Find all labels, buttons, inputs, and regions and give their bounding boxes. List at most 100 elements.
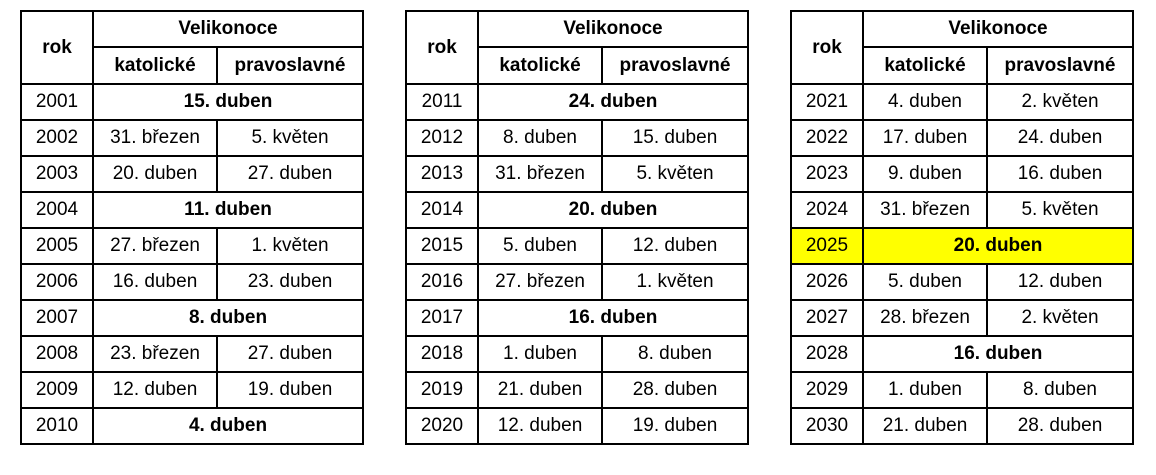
year-cell: 2020 <box>405 407 479 445</box>
year-cell: 2029 <box>790 371 864 409</box>
orthodox-date-cell: 5. květen <box>601 155 749 193</box>
catholic-date-cell: 16. duben <box>92 263 218 301</box>
header-orthodox: pravoslavné <box>601 46 749 85</box>
table-row: 2027 28. březen 2. květen <box>790 299 1134 337</box>
common-date-cell: 16. duben <box>477 299 749 337</box>
year-cell: 2004 <box>20 191 94 229</box>
year-cell: 2015 <box>405 227 479 265</box>
table-row: 2021 4. duben 2. květen <box>790 83 1134 121</box>
catholic-date-cell: 5. duben <box>862 263 988 301</box>
table-row: 2028 16. duben <box>790 335 1134 373</box>
orthodox-date-cell: 8. duben <box>601 335 749 373</box>
year-cell: 2018 <box>405 335 479 373</box>
table-row: 2018 1. duben 8. duben <box>405 335 749 373</box>
catholic-date-cell: 28. březen <box>862 299 988 337</box>
common-date-cell: 24. duben <box>477 83 749 121</box>
easter-table-2021-2030: rok Velikonoce katolické pravoslavné 202… <box>790 10 1134 445</box>
orthodox-date-cell: 1. květen <box>216 227 364 265</box>
catholic-date-cell: 20. duben <box>92 155 218 193</box>
orthodox-date-cell: 1. květen <box>601 263 749 301</box>
orthodox-date-cell: 19. duben <box>216 371 364 409</box>
table-row: 2014 20. duben <box>405 191 749 229</box>
header-catholic: katolické <box>477 46 603 85</box>
year-cell: 2021 <box>790 83 864 121</box>
table-row: 2009 12. duben 19. duben <box>20 371 364 409</box>
table-row: 2016 27. březen 1. květen <box>405 263 749 301</box>
catholic-date-cell: 21. duben <box>477 371 603 409</box>
orthodox-date-cell: 2. květen <box>986 83 1134 121</box>
table-row: 2019 21. duben 28. duben <box>405 371 749 409</box>
common-date-cell: 8. duben <box>92 299 364 337</box>
year-cell: 2016 <box>405 263 479 301</box>
year-cell: 2011 <box>405 83 479 121</box>
catholic-date-cell: 31. březen <box>92 119 218 157</box>
year-cell: 2019 <box>405 371 479 409</box>
catholic-date-cell: 8. duben <box>477 119 603 157</box>
year-cell: 2022 <box>790 119 864 157</box>
header-orthodox: pravoslavné <box>986 46 1134 85</box>
orthodox-date-cell: 19. duben <box>601 407 749 445</box>
easter-table-2001-2010: rok Velikonoce katolické pravoslavné 200… <box>20 10 364 445</box>
orthodox-date-cell: 12. duben <box>601 227 749 265</box>
catholic-date-cell: 31. březen <box>477 155 603 193</box>
year-cell: 2005 <box>20 227 94 265</box>
orthodox-date-cell: 28. duben <box>986 407 1134 445</box>
year-cell: 2003 <box>20 155 94 193</box>
catholic-date-cell: 27. březen <box>477 263 603 301</box>
table-row: 2011 24. duben <box>405 83 749 121</box>
header-easter: Velikonoce <box>92 10 364 48</box>
table-row: 2007 8. duben <box>20 299 364 337</box>
year-cell: 2024 <box>790 191 864 229</box>
common-date-cell: 15. duben <box>92 83 364 121</box>
orthodox-date-cell: 24. duben <box>986 119 1134 157</box>
table-row: 2008 23. březen 27. duben <box>20 335 364 373</box>
orthodox-date-cell: 12. duben <box>986 263 1134 301</box>
catholic-date-cell: 27. březen <box>92 227 218 265</box>
catholic-date-cell: 1. duben <box>477 335 603 373</box>
table-row: 2003 20. duben 27. duben <box>20 155 364 193</box>
catholic-date-cell: 12. duben <box>477 407 603 445</box>
catholic-date-cell: 12. duben <box>92 371 218 409</box>
year-cell: 2008 <box>20 335 94 373</box>
table-row: 2005 27. březen 1. květen <box>20 227 364 265</box>
table-row: 2017 16. duben <box>405 299 749 337</box>
year-cell: 2002 <box>20 119 94 157</box>
catholic-date-cell: 9. duben <box>862 155 988 193</box>
year-cell: 2026 <box>790 263 864 301</box>
orthodox-date-cell: 28. duben <box>601 371 749 409</box>
table-row: 2012 8. duben 15. duben <box>405 119 749 157</box>
common-date-cell: 20. duben <box>477 191 749 229</box>
year-cell: 2001 <box>20 83 94 121</box>
catholic-date-cell: 31. březen <box>862 191 988 229</box>
table-row: 2002 31. březen 5. květen <box>20 119 364 157</box>
orthodox-date-cell: 27. duben <box>216 335 364 373</box>
year-cell: 2030 <box>790 407 864 445</box>
orthodox-date-cell: 16. duben <box>986 155 1134 193</box>
header-catholic: katolické <box>862 46 988 85</box>
year-cell: 2028 <box>790 335 864 373</box>
orthodox-date-cell: 15. duben <box>601 119 749 157</box>
orthodox-date-cell: 23. duben <box>216 263 364 301</box>
year-cell: 2010 <box>20 407 94 445</box>
table-row: 2006 16. duben 23. duben <box>20 263 364 301</box>
orthodox-date-cell: 27. duben <box>216 155 364 193</box>
table-row: 2013 31. březen 5. květen <box>405 155 749 193</box>
common-date-cell: 16. duben <box>862 335 1134 373</box>
year-cell: 2014 <box>405 191 479 229</box>
year-cell: 2007 <box>20 299 94 337</box>
catholic-date-cell: 23. březen <box>92 335 218 373</box>
catholic-date-cell: 5. duben <box>477 227 603 265</box>
year-cell: 2027 <box>790 299 864 337</box>
year-cell: 2025 <box>790 227 864 265</box>
table-row: 2026 5. duben 12. duben <box>790 263 1134 301</box>
year-cell: 2012 <box>405 119 479 157</box>
table-row: 2025 20. duben <box>790 227 1134 265</box>
header-year: rok <box>20 10 94 85</box>
header-year: rok <box>790 10 864 85</box>
header-easter: Velikonoce <box>477 10 749 48</box>
common-date-cell: 20. duben <box>862 227 1134 265</box>
year-cell: 2017 <box>405 299 479 337</box>
table-row: 2022 17. duben 24. duben <box>790 119 1134 157</box>
catholic-date-cell: 4. duben <box>862 83 988 121</box>
header-catholic: katolické <box>92 46 218 85</box>
